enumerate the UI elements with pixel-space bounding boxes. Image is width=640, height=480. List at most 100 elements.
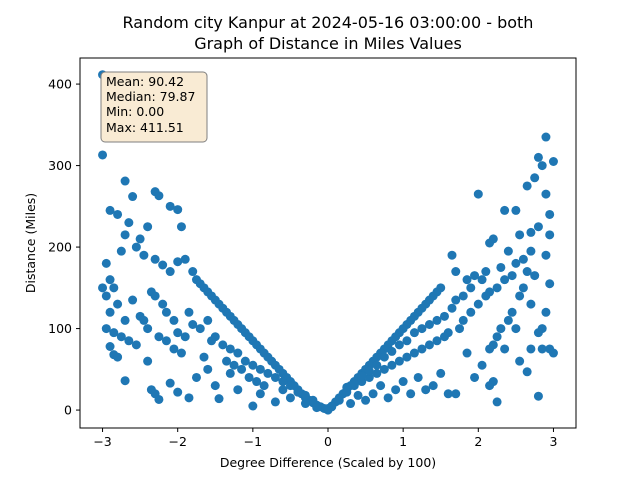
data-point-14	[131, 242, 141, 252]
data-point-85	[233, 348, 243, 358]
data-point-80	[195, 324, 205, 334]
data-point-132	[222, 356, 232, 366]
data-point-115	[270, 397, 280, 407]
data-point-249	[443, 389, 453, 399]
data-point-277	[409, 328, 419, 338]
data-point-236	[533, 391, 543, 401]
data-point-266	[500, 275, 510, 285]
data-point-259	[368, 389, 378, 399]
data-point-256	[391, 385, 401, 395]
data-point-268	[485, 287, 495, 297]
data-point-120	[101, 324, 111, 334]
data-point-66	[113, 299, 123, 309]
data-point-62	[109, 283, 119, 293]
data-point-254	[406, 389, 416, 399]
data-point-139	[541, 132, 551, 142]
y-tick-label-3: 300	[48, 158, 72, 173]
data-point-110	[214, 394, 224, 404]
data-point-155	[503, 246, 513, 256]
data-point-240	[511, 324, 521, 334]
data-point-272	[447, 303, 457, 313]
data-point-18	[150, 254, 160, 264]
data-point-245	[477, 360, 487, 370]
data-point-84	[225, 344, 235, 354]
x-tick-label-0: −3	[93, 434, 111, 449]
data-point-64	[98, 283, 108, 293]
data-point-142	[530, 173, 540, 183]
data-point-19	[158, 260, 168, 270]
data-point-257	[383, 393, 393, 403]
data-point-74	[161, 307, 171, 317]
x-tick-label-2: −1	[244, 434, 262, 449]
data-point-144	[541, 189, 551, 199]
data-point-145	[511, 205, 521, 215]
data-point-90	[270, 372, 280, 382]
data-point-1	[98, 150, 108, 160]
data-point-70	[143, 324, 153, 334]
data-point-89	[263, 368, 273, 378]
data-point-239	[515, 356, 525, 366]
data-point-212	[473, 299, 483, 309]
data-point-220	[417, 344, 427, 354]
data-point-164	[462, 275, 472, 285]
data-point-218	[432, 336, 442, 346]
data-point-146	[500, 205, 510, 215]
stats-box: Mean: 90.42 Median: 79.87 Min: 0.00 Max:…	[100, 71, 208, 143]
data-point-258	[376, 381, 386, 391]
data-point-93	[293, 387, 303, 397]
data-point-9	[105, 205, 115, 215]
data-point-8	[176, 222, 186, 232]
data-point-263	[530, 271, 540, 281]
data-point-23	[188, 267, 198, 277]
data-point-10	[113, 209, 123, 219]
data-point-131	[207, 336, 217, 346]
data-point-232	[327, 402, 337, 412]
data-point-231	[334, 395, 344, 405]
data-point-96	[105, 342, 115, 351]
data-point-11	[124, 218, 134, 228]
data-point-252	[421, 385, 431, 395]
stats-median: Median: 79.87	[106, 89, 195, 104]
data-point-98	[113, 352, 123, 362]
data-point-275	[424, 320, 434, 329]
data-point-133	[229, 360, 239, 370]
data-point-282	[372, 360, 382, 370]
data-point-244	[485, 381, 495, 391]
data-point-163	[470, 271, 480, 281]
data-point-73	[158, 299, 168, 309]
data-point-75	[169, 315, 179, 325]
data-point-204	[515, 291, 525, 301]
data-point-105	[173, 387, 183, 397]
data-point-154	[473, 189, 483, 199]
data-point-2	[120, 176, 130, 186]
data-point-215	[455, 324, 465, 334]
data-point-141	[537, 161, 547, 171]
data-point-279	[394, 340, 404, 350]
data-point-78	[184, 307, 194, 317]
data-point-127	[161, 336, 171, 346]
axis-ticks: −3 −2 −1 0 1 2 3 0 100 200 300 400	[48, 77, 557, 449]
y-tick-label-2: 200	[48, 240, 72, 255]
data-point-137	[259, 381, 269, 391]
x-tick-label-3: 0	[324, 434, 332, 449]
data-point-128	[169, 344, 179, 354]
data-point-104	[165, 378, 175, 388]
data-point-225	[379, 364, 389, 374]
data-point-286	[342, 382, 352, 392]
data-point-5	[154, 191, 164, 201]
data-point-201	[533, 328, 543, 338]
data-point-264	[522, 267, 532, 277]
data-point-72	[150, 291, 160, 301]
data-point-12	[143, 222, 153, 232]
data-point-67	[120, 315, 130, 325]
data-point-159	[511, 258, 521, 268]
data-point-153	[485, 238, 495, 248]
data-point-150	[545, 230, 555, 240]
data-point-106	[184, 393, 194, 403]
data-point-121	[109, 328, 119, 338]
data-point-140	[533, 152, 543, 162]
data-point-206	[503, 315, 513, 325]
data-point-160	[496, 262, 506, 272]
data-point-265	[507, 271, 517, 281]
